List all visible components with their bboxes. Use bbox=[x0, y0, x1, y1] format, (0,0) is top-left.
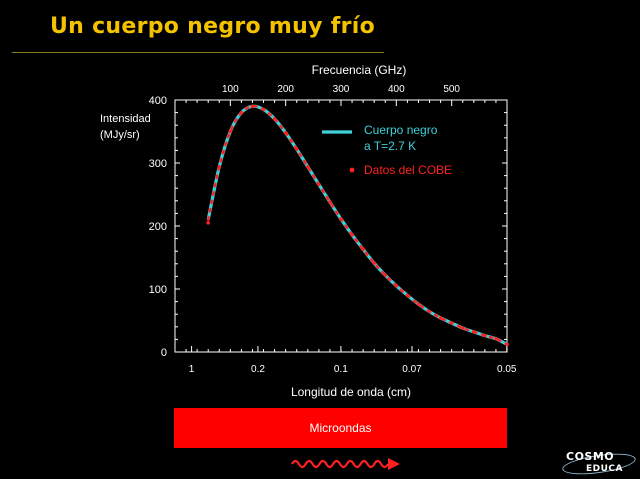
cobe-data-point bbox=[505, 342, 509, 347]
cobe-data-point bbox=[427, 309, 432, 314]
plot-frame bbox=[174, 99, 508, 353]
y-axis-units: (MJy/sr) bbox=[100, 129, 140, 141]
slide-title: Un cuerpo negro muy frío bbox=[50, 14, 375, 39]
cobe-data-point bbox=[394, 284, 399, 288]
cobe-data-point bbox=[449, 321, 454, 325]
x2-tick-label: 200 bbox=[277, 84, 294, 95]
microwave-band-label: Microondas bbox=[309, 421, 372, 435]
cobe-data-point bbox=[405, 293, 410, 298]
series-cobe-dash bbox=[207, 105, 509, 346]
cobe-data-point bbox=[250, 104, 255, 109]
x-tick-label: 0.1 bbox=[334, 364, 348, 375]
y-tick-label: 400 bbox=[149, 95, 167, 107]
x2-tick-label: 400 bbox=[388, 84, 405, 95]
y-axis-title: Intensidad bbox=[100, 113, 151, 125]
y-tick-label: 300 bbox=[149, 158, 167, 170]
legend-swatch-cobe bbox=[349, 167, 355, 173]
cobe-data-point bbox=[239, 110, 244, 115]
x2-tick-label: 500 bbox=[443, 84, 460, 95]
y-tick-label: 200 bbox=[149, 221, 167, 233]
cobe-data-point bbox=[317, 182, 321, 187]
legend-label-blackbody-1: Cuerpo negro bbox=[364, 123, 438, 137]
x-tick-label: 0.07 bbox=[402, 364, 422, 375]
cobe-data-point bbox=[494, 336, 498, 341]
cobe-data-point bbox=[416, 302, 421, 306]
title-underline bbox=[12, 52, 384, 53]
x-axis-title: Longitud de onda (cm) bbox=[291, 385, 411, 399]
x2-tick-label: 100 bbox=[222, 84, 239, 95]
cosmoeduca-logo: COSMO EDUCA bbox=[561, 449, 637, 479]
cobe-data-point bbox=[438, 316, 443, 320]
chart-series bbox=[206, 104, 509, 347]
cobe-data-point bbox=[228, 129, 233, 134]
chart-labels: 0 100 200 300 400 100 200 300 400 500 1 0.2 0.1 0.07 0… bbox=[100, 63, 517, 399]
cobe-data-point bbox=[272, 117, 277, 121]
cobe-data-point bbox=[217, 164, 222, 169]
cobe-data-point bbox=[361, 247, 365, 252]
microwave-wave-icon bbox=[291, 458, 400, 470]
chart-axes bbox=[174, 99, 508, 353]
cobe-data-point bbox=[328, 200, 332, 204]
cobe-data-point bbox=[350, 233, 354, 237]
chart-legend: Cuerpo negro a T=2.7 K Datos del COBE bbox=[322, 123, 452, 177]
cobe-data-point bbox=[283, 130, 288, 135]
legend-label-blackbody-2: a T=2.7 K bbox=[364, 139, 416, 153]
cobe-data-point bbox=[261, 107, 266, 112]
x2-tick-label: 300 bbox=[333, 84, 350, 95]
cobe-data-point bbox=[472, 330, 476, 334]
cobe-data-point bbox=[372, 261, 377, 265]
series-line-blackbody bbox=[206, 104, 508, 346]
cobe-data-point bbox=[383, 273, 388, 277]
logo-line2: EDUCA bbox=[586, 464, 623, 474]
cobe-data-point bbox=[460, 326, 465, 330]
cobe-data-point bbox=[206, 221, 210, 225]
x-tick-label: 1 bbox=[189, 364, 195, 375]
wave-arrow-head bbox=[388, 458, 400, 470]
x2-axis-title: Frecuencia (GHz) bbox=[312, 63, 407, 77]
cobe-data-point bbox=[294, 147, 299, 151]
microwave-band: Microondas bbox=[174, 408, 507, 448]
legend-label-cobe: Datos del COBE bbox=[364, 163, 452, 177]
x-tick-label: 0.2 bbox=[251, 364, 265, 375]
cobe-data-point bbox=[306, 164, 310, 169]
y-tick-label: 100 bbox=[149, 284, 167, 296]
x-tick-label: 0.05 bbox=[497, 364, 517, 375]
wave-path bbox=[291, 459, 389, 469]
chart-ticks bbox=[175, 99, 508, 353]
logo-line1: COSMO bbox=[566, 450, 615, 463]
cobe-data-point bbox=[483, 333, 487, 338]
cobe-data-point bbox=[339, 217, 343, 221]
y-tick-label: 0 bbox=[161, 347, 167, 359]
